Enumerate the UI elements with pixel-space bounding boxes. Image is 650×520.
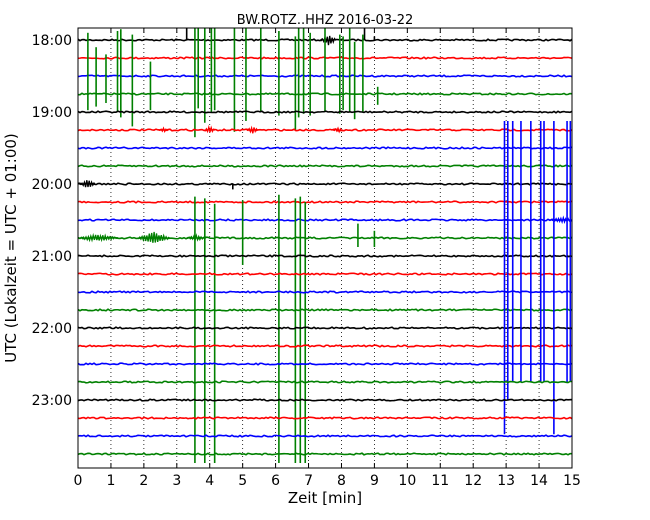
trace-row xyxy=(78,200,572,204)
trace-row xyxy=(78,180,572,190)
x-tick-label: 5 xyxy=(238,473,247,489)
trace-burst xyxy=(319,35,337,46)
trace-row xyxy=(78,380,572,384)
trace-baseline xyxy=(78,344,572,348)
x-tick-label: 10 xyxy=(398,473,416,489)
trace-row xyxy=(78,452,572,456)
trace-baseline xyxy=(78,398,572,402)
trace-burst xyxy=(78,232,119,243)
trace-row xyxy=(78,254,572,258)
y-tick-label: 20:00 xyxy=(32,177,72,193)
x-tick-label: 4 xyxy=(205,473,214,489)
trace-row xyxy=(78,121,572,435)
x-tick-label: 2 xyxy=(139,473,148,489)
trace-row xyxy=(78,110,572,114)
x-tick-label: 12 xyxy=(464,473,482,489)
plot-frame xyxy=(77,27,573,469)
trace-burst xyxy=(79,180,96,188)
trace-burst xyxy=(246,125,259,134)
trace-baseline xyxy=(78,380,572,384)
trace-row xyxy=(78,124,572,134)
trace-baseline xyxy=(78,434,572,438)
trace-baseline xyxy=(78,182,572,186)
traces xyxy=(78,28,572,463)
trace-burst xyxy=(332,126,344,134)
trace-baseline xyxy=(78,146,572,150)
trace-burst xyxy=(158,126,169,133)
trace-burst xyxy=(186,233,207,243)
trace-baseline xyxy=(78,272,572,276)
trace-baseline xyxy=(78,110,572,114)
trace-baseline xyxy=(78,200,572,204)
y-axis-label: UTC (Lokalzeit = UTC + 01:00) xyxy=(2,133,20,363)
trace-row xyxy=(78,164,572,168)
trace-row xyxy=(78,326,572,330)
trace-row xyxy=(78,290,572,294)
trace-baseline xyxy=(78,290,572,294)
x-tick-label: 7 xyxy=(304,473,313,489)
trace-baseline xyxy=(78,218,572,222)
x-tick-label: 14 xyxy=(530,473,548,489)
y-tick-label: 18:00 xyxy=(32,33,72,49)
x-tick-label: 9 xyxy=(370,473,379,489)
trace-baseline xyxy=(78,362,572,366)
x-tick-label: 8 xyxy=(337,473,346,489)
x-tick-label: 11 xyxy=(431,473,449,489)
x-tick-label: 3 xyxy=(172,473,181,489)
trace-baseline xyxy=(78,308,572,312)
x-tick-label: 6 xyxy=(271,473,280,489)
axes: 0 1 2 3 4 5 6 7 8 9 10 11 12 13 14 1518:0019:0020:0021:… xyxy=(32,28,581,489)
trace-row xyxy=(78,146,572,150)
trace-row xyxy=(78,416,572,420)
x-tick-label: 1 xyxy=(106,473,115,489)
y-tick-label: 21:00 xyxy=(32,249,72,265)
trace-baseline xyxy=(78,452,572,456)
trace-row xyxy=(78,398,572,402)
trace-baseline xyxy=(78,326,572,330)
trace-baseline xyxy=(78,254,572,258)
y-tick-label: 23:00 xyxy=(32,393,72,409)
trace-row xyxy=(78,308,572,312)
trace-row xyxy=(78,272,572,276)
trace-baseline xyxy=(78,416,572,420)
x-tick-label: 15 xyxy=(563,473,581,489)
trace-burst xyxy=(137,231,170,243)
y-tick-label: 19:00 xyxy=(32,105,72,121)
trace-baseline xyxy=(78,164,572,168)
trace-row xyxy=(78,434,572,438)
chart-title: BW.ROTZ..HHZ 2016-03-22 xyxy=(237,13,413,28)
x-tick-label: 0 xyxy=(74,473,83,489)
trace-row xyxy=(78,28,572,138)
trace-row xyxy=(78,344,572,348)
x-axis-label: Zeit [min] xyxy=(288,489,362,507)
trace-burst xyxy=(203,124,216,134)
x-tick-label: 13 xyxy=(497,473,515,489)
y-tick-label: 22:00 xyxy=(32,321,72,337)
